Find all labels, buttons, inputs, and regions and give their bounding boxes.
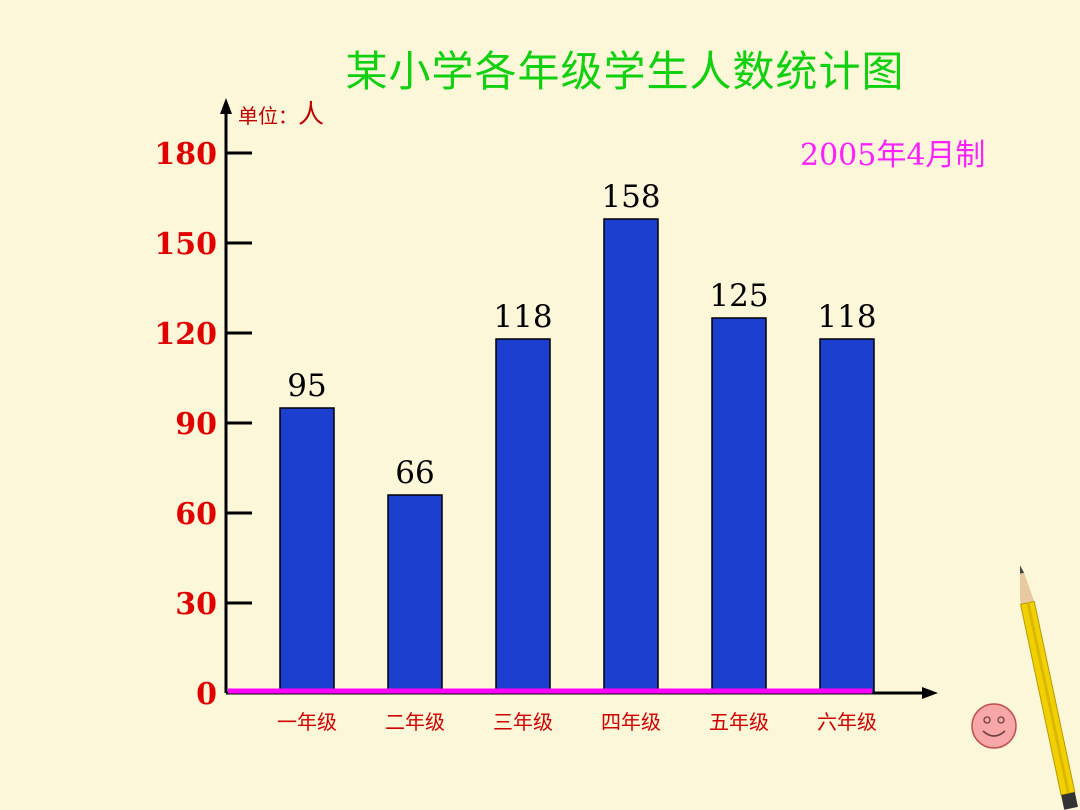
y-tick-label: 60 <box>175 497 217 532</box>
y-tick-label: 150 <box>154 227 217 262</box>
bar <box>279 407 335 694</box>
y-axis-arrow <box>220 98 232 114</box>
bar-value-label: 125 <box>709 278 768 314</box>
bar <box>711 317 767 694</box>
bar <box>603 218 659 694</box>
x-tick-label: 二年级 <box>385 710 445 734</box>
bar <box>819 338 875 694</box>
bar-value-label: 118 <box>493 299 552 335</box>
bar-value-label: 118 <box>817 299 876 335</box>
x-tick-label: 一年级 <box>277 710 337 734</box>
x-axis-arrow <box>922 687 938 699</box>
y-tick-label: 90 <box>175 407 217 442</box>
x-tick-label: 三年级 <box>493 710 553 734</box>
bar <box>495 338 551 694</box>
y-tick-label: 0 <box>196 677 217 712</box>
pencil-icon <box>1020 563 1078 810</box>
chart-title: 某小学各年级学生人数统计图 <box>345 47 905 96</box>
y-tick-label: 30 <box>175 587 217 622</box>
y-tick-label: 120 <box>154 317 217 352</box>
bar-value-label: 158 <box>601 179 660 215</box>
bar <box>387 494 443 694</box>
x-tick-label: 六年级 <box>817 710 877 734</box>
unit-prefix: 单位： <box>238 104 298 128</box>
x-tick-label: 五年级 <box>709 710 769 734</box>
y-tick-label: 180 <box>154 137 217 172</box>
bar-value-label: 95 <box>287 368 326 404</box>
unit-value: 人 <box>298 100 325 130</box>
smiley-icon <box>971 703 1017 749</box>
bar-value-label: 66 <box>395 455 434 491</box>
x-tick-label: 四年级 <box>601 710 661 734</box>
unit-label: 单位：人 <box>238 94 324 131</box>
date-note: 2005年4月制 <box>800 138 986 173</box>
